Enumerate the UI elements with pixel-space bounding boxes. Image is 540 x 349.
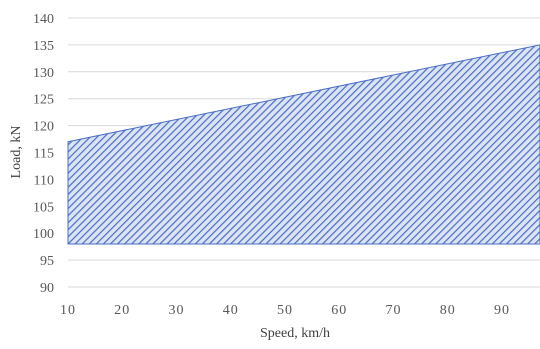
x-tick-label: 20 bbox=[114, 303, 130, 318]
y-tick-label: 115 bbox=[34, 147, 54, 162]
x-tick-label: 60 bbox=[331, 303, 347, 318]
y-tick-label: 125 bbox=[33, 93, 54, 108]
x-tick-label: 80 bbox=[440, 303, 456, 318]
x-tick-label: 90 bbox=[494, 303, 510, 318]
y-tick-label: 105 bbox=[33, 200, 54, 215]
y-tick-label: 120 bbox=[33, 120, 54, 135]
area-series-0 bbox=[67, 44, 540, 245]
y-tick-label: 100 bbox=[33, 227, 54, 242]
y-tick-label: 90 bbox=[40, 281, 54, 296]
x-tick-label: 70 bbox=[386, 303, 402, 318]
y-axis-title: Load, kN bbox=[9, 126, 24, 179]
x-axis-ticks: 10 20 30 40 50 60 70 80 90 bbox=[60, 303, 510, 318]
y-axis-ticks: 90 95 100 105 110 115 120 125 130 135 140 bbox=[33, 12, 54, 296]
x-tick-label: 30 bbox=[169, 303, 185, 318]
y-tick-label: 95 bbox=[40, 254, 54, 269]
y-tick-label: 135 bbox=[33, 39, 54, 54]
y-tick-label: 130 bbox=[33, 66, 54, 81]
x-tick-label: 10 bbox=[60, 303, 76, 318]
y-tick-label: 110 bbox=[34, 173, 54, 188]
x-tick-label: 50 bbox=[277, 303, 293, 318]
y-tick-label: 140 bbox=[33, 12, 54, 27]
plot-area bbox=[67, 44, 540, 245]
x-tick-label: 40 bbox=[223, 303, 239, 318]
x-axis-title: Speed, km/h bbox=[260, 326, 330, 341]
